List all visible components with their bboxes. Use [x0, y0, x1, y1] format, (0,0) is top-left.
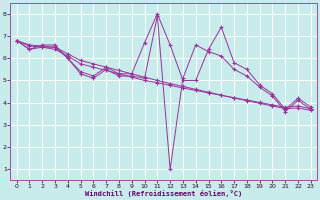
X-axis label: Windchill (Refroidissement éolien,°C): Windchill (Refroidissement éolien,°C)	[85, 190, 242, 197]
